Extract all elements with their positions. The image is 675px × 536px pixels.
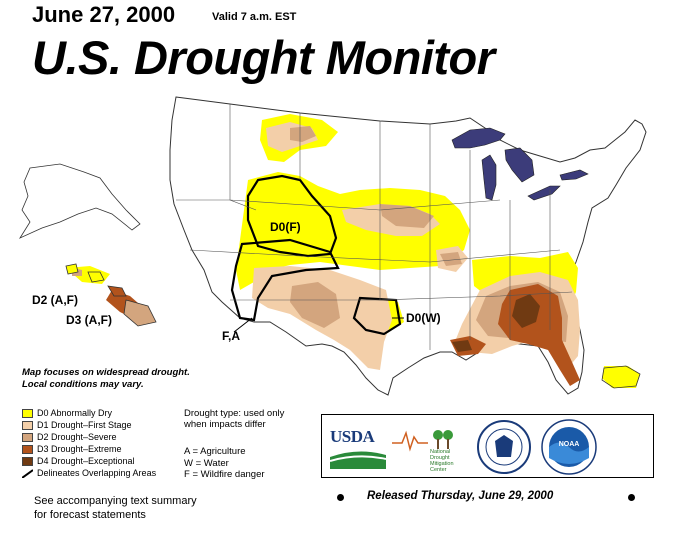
usda-wordmark: USDA [330, 427, 375, 446]
accompany-line-2: for forecast statements [34, 509, 146, 521]
noaa-wordmark: NOAA [559, 441, 580, 448]
legend-swatch-d1 [22, 420, 33, 430]
agency-logos: USDA National Drought Mitigation Center … [321, 414, 654, 478]
hawaii-islands [65, 263, 157, 327]
code-water: W = Water [184, 457, 229, 469]
code-wildfire: F = Wildfire danger [184, 469, 265, 480]
puerto-rico-outline [601, 365, 641, 389]
legend-label-outline: Delineates Overlapping Areas [37, 467, 157, 478]
d4-drought-exceptional [452, 294, 540, 352]
legend-item-d1: D1 Drought–First Stage [22, 419, 156, 431]
drought-type-line-1: Drought type: used only [184, 408, 285, 419]
lake-michigan [481, 154, 497, 201]
lake-erie [527, 185, 561, 201]
label-northwest: D0(F) [270, 220, 301, 234]
label-southwest: F,A [222, 329, 240, 343]
lake-superior [451, 127, 506, 149]
commerce-seal-icon [477, 420, 531, 474]
legend-item-d3: D3 Drought–Extreme [22, 443, 156, 455]
legend-item-outline: Delineates Overlapping Areas [22, 467, 156, 479]
legend-swatch-d0 [22, 408, 33, 418]
state-boundaries [176, 104, 573, 350]
legend-swatch-d4 [22, 456, 33, 466]
legend-item-d2: D2 Drought–Severe [22, 431, 156, 443]
outline-line-icon [22, 468, 33, 478]
drought-type-line-2: when impacts differ [184, 419, 266, 430]
valid-time: Valid 7 a.m. EST [212, 11, 297, 23]
label-hawaii-d2: D2 (A,F) [32, 293, 78, 307]
legend-swatch-d3 [22, 444, 33, 454]
legend-item-d0: D0 Abnormally Dry [22, 407, 156, 419]
legend-label-d1: D1 Drought–First Stage [37, 419, 132, 430]
legend-label-d2: D2 Drought–Severe [37, 431, 117, 442]
accompany-line-1: See accompanying text summary [34, 495, 197, 507]
lake-huron [504, 147, 535, 183]
label-hawaii-d3: D3 (A,F) [66, 313, 112, 327]
note-line-2: Local conditions may vary. [22, 379, 144, 390]
alaska-outline [18, 163, 141, 239]
release-date: Released Thursday, June 29, 2000 [367, 490, 554, 502]
map-note: Map focuses on widespread drought. Local… [22, 367, 252, 391]
note-line-1: Map focuses on widespread drought. [22, 367, 190, 378]
lake-ontario [559, 169, 589, 181]
code-agriculture: A = Agriculture [184, 446, 246, 457]
usda-logo-icon: USDA [330, 427, 386, 469]
label-texas: D0(W) [406, 311, 441, 325]
bullet-right-icon [628, 494, 635, 501]
legend-item-d4: D4 Drought–Exceptional [22, 455, 156, 467]
label-leader-southwest [233, 317, 253, 333]
bullet-left-icon [337, 494, 344, 501]
usda-hills [330, 451, 386, 469]
legend-label-d0: D0 Abnormally Dry [37, 407, 113, 418]
legend-label-d3: D3 Drought–Extreme [37, 443, 122, 454]
legend-label-d4: D4 Drought–Exceptional [37, 455, 135, 466]
page-title: U.S. Drought Monitor [32, 31, 495, 84]
noaa-logo-icon: NOAA [541, 419, 597, 475]
drought-type-note: Drought type: used only when impacts dif… [184, 408, 284, 430]
ndmc-logo-icon [392, 430, 453, 452]
legend-swatch-d2 [22, 432, 33, 442]
legend: D0 Abnormally Dry D1 Drought–First Stage… [22, 407, 156, 479]
accompanying-text-note: See accompanying text summary for foreca… [34, 494, 197, 522]
ndmc-label: National Drought Mitigation Center [430, 449, 454, 473]
map-date: June 27, 2000 [32, 2, 176, 27]
drought-type-codes: A = Agriculture W = Water F = Wildfire d… [184, 446, 265, 481]
